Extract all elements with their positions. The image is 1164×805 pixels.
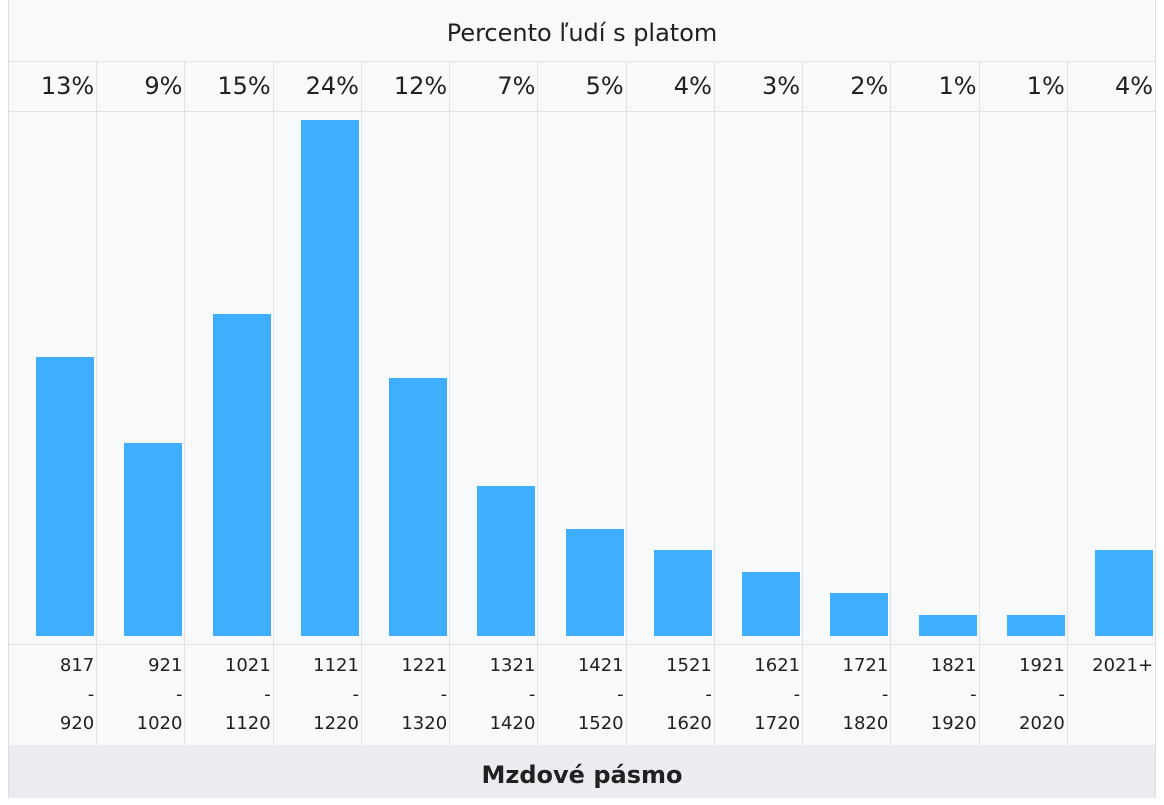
columns: 13% 817 - 920 9% 921 - 1020 15% 1021 - 1120 24… — [9, 62, 1156, 745]
plot-cell — [97, 112, 185, 645]
plot-cell — [450, 112, 538, 645]
column: 1% 1821 - 1920 — [891, 62, 980, 745]
bar — [389, 378, 448, 636]
bar — [653, 550, 712, 636]
x-tick-label: 1121 - 1220 — [313, 655, 359, 734]
column: 4% 1521 - 1620 — [626, 62, 715, 745]
column: 12% 1221 - 1320 — [361, 62, 451, 745]
bar — [918, 614, 977, 636]
x-tick-label: 2021+ — [1092, 655, 1154, 676]
column: 5% 1421 - 1520 — [538, 62, 627, 745]
column: 13% 817 - 920 — [9, 62, 98, 745]
chart-title: Percento ľudí s platom — [9, 0, 1155, 62]
value-label: 7% — [450, 62, 538, 112]
chart: Percento ľudí s platom 13% 817 - 920 9% 921… — [8, 0, 1156, 798]
x-tick-label: 1421 - 1520 — [577, 655, 624, 734]
column: 9% 921 - 1020 — [97, 62, 186, 745]
column: 15% 1021 - 1120 — [185, 62, 274, 745]
bar — [212, 313, 271, 636]
x-tick-label: 1921 - 2020 — [1019, 655, 1065, 734]
value-label: 1% — [891, 62, 979, 112]
value-label: 3% — [714, 62, 803, 112]
value-label: 4% — [626, 62, 714, 112]
x-tick-label: 1821 - 1920 — [930, 655, 977, 734]
plot-cell — [626, 112, 714, 645]
plot-cell — [714, 112, 803, 645]
x-tick-label: 1221 - 1320 — [401, 655, 448, 734]
value-label: 12% — [361, 62, 450, 112]
x-axis-label: Mzdové pásmo — [9, 745, 1155, 798]
plot-cell — [185, 112, 273, 645]
x-tick-label: 1321 - 1420 — [489, 655, 536, 734]
bar — [1006, 614, 1065, 636]
plot-cell — [273, 112, 361, 645]
x-tick-label: 1721 - 1820 — [842, 655, 889, 734]
value-label: 15% — [185, 62, 273, 112]
bar — [742, 571, 801, 636]
x-tick-label: 921 - 1020 — [136, 655, 183, 734]
x-tick-label: 817 - 920 — [59, 655, 95, 734]
value-label: 13% — [9, 62, 97, 112]
column: 2% 1721 - 1820 — [803, 62, 892, 745]
column: 7% 1321 - 1420 — [450, 62, 539, 745]
column: 1% 1921 - 2020 — [979, 62, 1068, 745]
value-label: 2% — [803, 62, 891, 112]
value-label: 24% — [273, 62, 361, 112]
x-tick-label: 1021 - 1120 — [224, 655, 271, 734]
x-tick-label: 1621 - 1720 — [754, 655, 801, 734]
plot-cell — [803, 112, 891, 645]
bar — [477, 485, 536, 636]
plot-cell — [979, 112, 1067, 645]
plot-cell — [361, 112, 450, 645]
plot-cell — [538, 112, 626, 645]
plot-cell — [891, 112, 979, 645]
value-label: 5% — [538, 62, 626, 112]
bar — [830, 593, 889, 636]
value-label: 4% — [1067, 62, 1156, 112]
plot-cell — [9, 112, 97, 645]
column: 24% 1121 - 1220 — [273, 62, 362, 745]
value-label: 1% — [979, 62, 1067, 112]
bar — [36, 356, 95, 636]
column: 3% 1621 - 1720 — [714, 62, 804, 745]
bar — [124, 442, 183, 636]
bar — [300, 120, 359, 636]
value-label: 9% — [97, 62, 185, 112]
bar — [565, 528, 624, 636]
x-tick-label: 1521 - 1620 — [666, 655, 712, 734]
bar — [1095, 550, 1154, 636]
column: 4% 2021+ — [1067, 62, 1156, 745]
plot-cell — [1067, 112, 1156, 645]
